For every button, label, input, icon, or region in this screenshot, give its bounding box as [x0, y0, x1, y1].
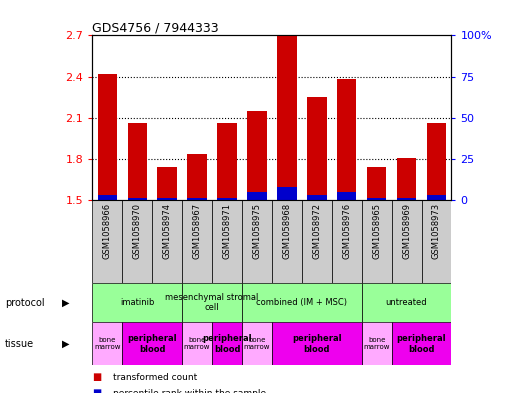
Bar — [427, 195, 446, 200]
Text: bone
marrow: bone marrow — [244, 337, 270, 351]
Text: transformed count: transformed count — [113, 373, 197, 382]
Bar — [92, 322, 122, 365]
Bar — [332, 200, 362, 283]
Bar — [362, 283, 451, 322]
Bar — [92, 200, 122, 283]
Bar — [122, 200, 152, 283]
Bar — [212, 200, 242, 283]
Bar — [362, 200, 391, 283]
Bar — [422, 200, 451, 283]
Text: imatinib: imatinib — [120, 298, 154, 307]
Bar — [92, 283, 182, 322]
Text: peripheral
blood: peripheral blood — [292, 334, 342, 354]
Bar — [97, 74, 117, 200]
Bar — [182, 200, 212, 283]
Text: GSM1058965: GSM1058965 — [372, 203, 381, 259]
Text: GSM1058976: GSM1058976 — [342, 203, 351, 259]
Text: GSM1058973: GSM1058973 — [432, 203, 441, 259]
Bar — [182, 283, 242, 322]
Text: peripheral
blood: peripheral blood — [397, 334, 446, 354]
Text: bone
marrow: bone marrow — [184, 337, 210, 351]
Bar — [247, 111, 267, 200]
Text: GSM1058969: GSM1058969 — [402, 203, 411, 259]
Text: GSM1058974: GSM1058974 — [163, 203, 172, 259]
Bar — [367, 167, 386, 200]
Bar — [272, 200, 302, 283]
Bar — [397, 198, 416, 200]
Bar — [367, 198, 386, 200]
Bar — [337, 192, 357, 200]
Text: mesenchymal stromal
cell: mesenchymal stromal cell — [165, 293, 259, 312]
Bar — [427, 123, 446, 200]
Text: peripheral
blood: peripheral blood — [127, 334, 177, 354]
Bar — [128, 198, 147, 200]
Text: GSM1058970: GSM1058970 — [133, 203, 142, 259]
Bar — [128, 123, 147, 200]
Bar — [218, 123, 236, 200]
Text: protocol: protocol — [5, 298, 45, 308]
Bar — [277, 35, 297, 200]
Bar — [242, 322, 272, 365]
Bar — [212, 322, 242, 365]
Bar — [242, 200, 272, 283]
Bar — [97, 195, 117, 200]
Bar — [182, 322, 212, 365]
Text: GDS4756 / 7944333: GDS4756 / 7944333 — [92, 21, 219, 34]
Bar — [152, 200, 182, 283]
Text: GSM1058971: GSM1058971 — [223, 203, 231, 259]
Text: ■: ■ — [92, 388, 102, 393]
Bar — [272, 322, 362, 365]
Text: peripheral
blood: peripheral blood — [202, 334, 252, 354]
Bar — [187, 154, 207, 200]
Bar — [187, 198, 207, 200]
Bar — [307, 97, 326, 200]
Bar — [307, 195, 326, 200]
Bar — [242, 283, 362, 322]
Bar — [122, 322, 182, 365]
Bar — [218, 198, 236, 200]
Text: bone
marrow: bone marrow — [94, 337, 121, 351]
Text: GSM1058967: GSM1058967 — [192, 203, 202, 259]
Text: ▶: ▶ — [62, 339, 69, 349]
Bar — [391, 200, 422, 283]
Text: percentile rank within the sample: percentile rank within the sample — [113, 389, 266, 393]
Text: ▶: ▶ — [62, 298, 69, 308]
Text: ■: ■ — [92, 372, 102, 382]
Text: GSM1058966: GSM1058966 — [103, 203, 112, 259]
Text: tissue: tissue — [5, 339, 34, 349]
Text: combined (IM + MSC): combined (IM + MSC) — [256, 298, 347, 307]
Bar — [302, 200, 332, 283]
Bar — [337, 79, 357, 200]
Bar — [277, 187, 297, 200]
Bar — [157, 167, 177, 200]
Bar — [157, 198, 177, 200]
Text: GSM1058972: GSM1058972 — [312, 203, 321, 259]
Bar — [362, 322, 391, 365]
Text: GSM1058975: GSM1058975 — [252, 203, 262, 259]
Bar — [397, 158, 416, 200]
Text: untreated: untreated — [386, 298, 427, 307]
Text: bone
marrow: bone marrow — [363, 337, 390, 351]
Bar — [391, 322, 451, 365]
Bar — [247, 192, 267, 200]
Text: GSM1058968: GSM1058968 — [282, 203, 291, 259]
